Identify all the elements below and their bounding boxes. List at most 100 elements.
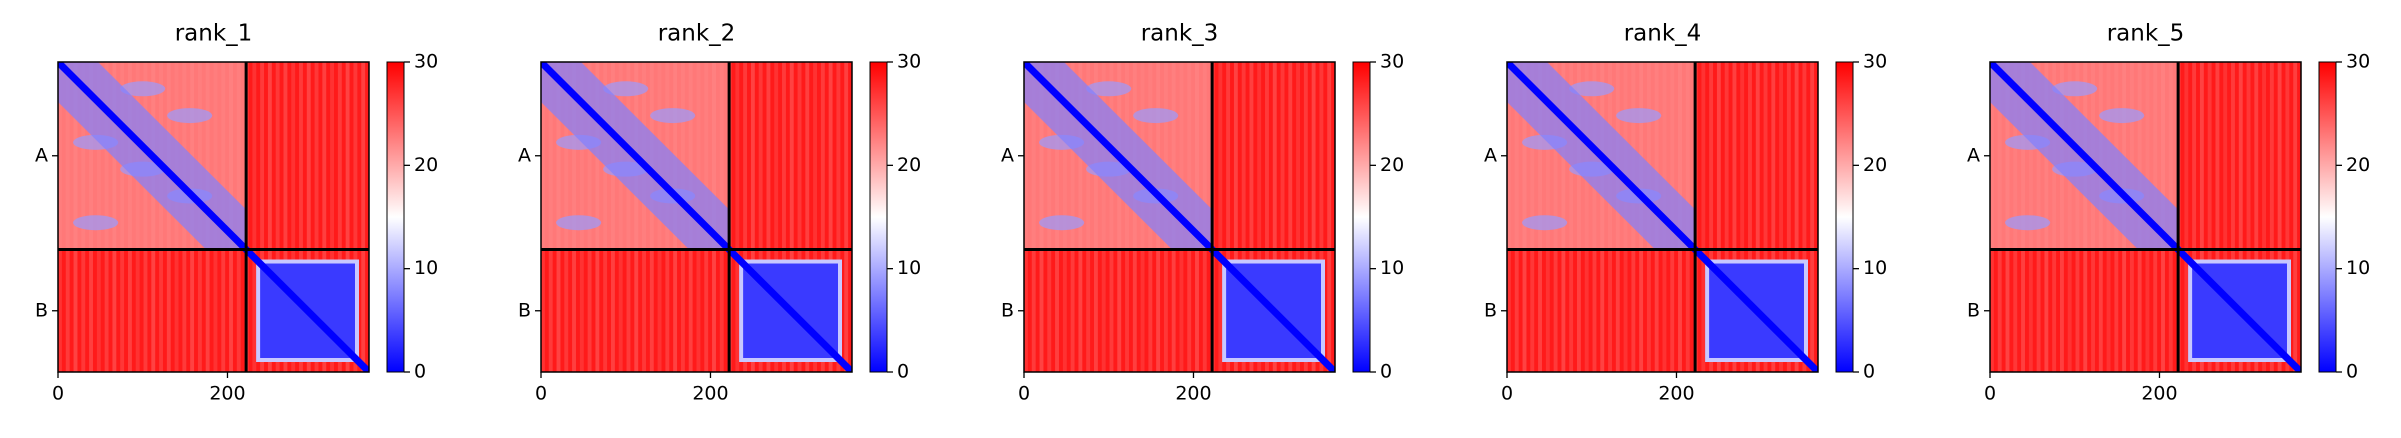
heatmap-texture bbox=[1303, 62, 1308, 372]
heatmap-texture bbox=[650, 108, 696, 124]
colorbar-tick-label: 20 bbox=[1380, 154, 1404, 176]
heatmap-texture bbox=[2223, 62, 2228, 372]
heatmap-texture bbox=[2262, 62, 2267, 372]
heatmap-texture bbox=[2192, 62, 2197, 372]
panel: rank_2 0 200 A B 0 10 20 30 bbox=[518, 21, 921, 405]
heatmap-texture bbox=[283, 62, 288, 372]
y-tick-label: A bbox=[1001, 144, 1014, 166]
axes-frame bbox=[1506, 61, 1819, 373]
heatmap-texture bbox=[2215, 62, 2220, 372]
colorbar-tick-label: 30 bbox=[1380, 51, 1404, 73]
x-tick-label: 200 bbox=[2141, 383, 2177, 405]
heatmap-texture bbox=[1257, 62, 1262, 372]
colorbar-tick-label: 10 bbox=[1380, 257, 1404, 279]
colorbar-tick-label: 10 bbox=[414, 257, 438, 279]
heatmap-texture bbox=[1265, 62, 1269, 372]
heatmap-texture bbox=[1794, 62, 1799, 372]
y-tick-label: B bbox=[35, 299, 48, 321]
heatmap-texture bbox=[820, 62, 825, 372]
heatmap-texture bbox=[813, 62, 818, 372]
heatmap-texture bbox=[743, 62, 748, 372]
colorbar-tick-label: 30 bbox=[414, 51, 438, 73]
heatmap-texture bbox=[299, 62, 303, 372]
heatmap bbox=[1990, 62, 2301, 372]
heatmap-texture bbox=[1740, 62, 1745, 372]
heatmap-texture bbox=[1763, 62, 1768, 372]
heatmap-texture bbox=[267, 62, 272, 372]
colorbar-tick-label: 10 bbox=[897, 257, 921, 279]
heatmap-texture bbox=[167, 108, 213, 124]
heatmap-texture bbox=[337, 62, 342, 372]
heatmap-texture bbox=[735, 62, 740, 372]
heatmap-texture bbox=[805, 62, 810, 372]
x-tick-label: 200 bbox=[692, 383, 728, 405]
heatmap-texture bbox=[1311, 62, 1316, 372]
heatmap-texture bbox=[603, 81, 649, 97]
heatmap-texture bbox=[291, 62, 296, 372]
panel: rank_3 0 200 A B 0 10 20 30 bbox=[1001, 21, 1404, 405]
heatmap-diagonal bbox=[58, 62, 369, 372]
heatmap-texture bbox=[345, 62, 350, 372]
heatmap bbox=[1024, 62, 1335, 372]
heatmap-texture bbox=[844, 62, 849, 372]
panel: rank_1 0 200 A B 0 10 20 30 bbox=[35, 21, 438, 405]
heatmap-texture bbox=[2246, 62, 2251, 372]
heatmap-texture bbox=[758, 62, 763, 372]
heatmap bbox=[58, 62, 369, 372]
heatmap-texture bbox=[1241, 62, 1246, 372]
heatmap-texture bbox=[120, 81, 166, 97]
heatmap-texture bbox=[2052, 81, 2098, 97]
heatmap-texture bbox=[1810, 62, 1815, 372]
x-tick-label: 200 bbox=[209, 383, 245, 405]
heatmap-texture bbox=[2207, 62, 2212, 372]
heatmap-texture bbox=[1755, 62, 1760, 372]
heatmap-texture bbox=[252, 62, 257, 372]
colorbar-tick-label: 10 bbox=[1863, 257, 1887, 279]
colorbar-tick-label: 20 bbox=[897, 154, 921, 176]
heatmap-texture bbox=[2285, 62, 2290, 372]
panel-title: rank_3 bbox=[1141, 21, 1219, 47]
y-tick-label: A bbox=[518, 144, 531, 166]
y-tick-label: A bbox=[1484, 144, 1497, 166]
heatmap-texture bbox=[2238, 62, 2243, 372]
heatmap-texture bbox=[1802, 62, 1807, 372]
heatmap bbox=[541, 62, 852, 372]
heatmap-texture bbox=[2005, 215, 2051, 231]
colorbar-tick-label: 30 bbox=[1863, 51, 1887, 73]
heatmap-texture bbox=[789, 62, 794, 372]
x-tick-label: 0 bbox=[1501, 383, 1513, 405]
x-tick-label: 0 bbox=[1984, 383, 1996, 405]
colorbar bbox=[386, 61, 405, 373]
heatmap-texture bbox=[1233, 62, 1238, 372]
heatmap-texture bbox=[2277, 62, 2282, 372]
heatmap-texture bbox=[1039, 215, 1085, 231]
panel: rank_5 0 200 A B 0 10 20 30 bbox=[1967, 21, 2370, 405]
heatmap-diagonal bbox=[1507, 62, 1818, 372]
axes-frame bbox=[540, 61, 853, 373]
colorbar-tick-label: 0 bbox=[1863, 361, 1875, 383]
heatmap-texture bbox=[2254, 62, 2259, 372]
heatmap-texture bbox=[361, 62, 366, 372]
heatmap-texture bbox=[766, 62, 771, 372]
heatmap-texture bbox=[1569, 81, 1615, 97]
x-tick-label: 0 bbox=[535, 383, 547, 405]
panel: rank_4 0 200 A B 0 10 20 30 bbox=[1484, 21, 1887, 405]
heatmap-texture bbox=[1296, 62, 1301, 372]
heatmap-texture bbox=[1701, 62, 1706, 372]
heatmap-texture bbox=[797, 62, 802, 372]
colorbar bbox=[869, 61, 888, 373]
heatmap-texture bbox=[1327, 62, 1332, 372]
panel-title: rank_2 bbox=[658, 21, 736, 47]
heatmap-texture bbox=[260, 62, 265, 372]
heatmap-texture bbox=[1226, 62, 1231, 372]
heatmap-texture bbox=[322, 62, 327, 372]
heatmap-texture bbox=[774, 62, 779, 372]
heatmap-texture bbox=[1779, 62, 1784, 372]
colorbar-tick-label: 0 bbox=[414, 361, 426, 383]
colorbar-tick-label: 20 bbox=[1863, 154, 1887, 176]
heatmap-texture bbox=[2293, 62, 2298, 372]
heatmap-texture bbox=[1786, 62, 1791, 372]
colorbar-tick-label: 0 bbox=[2346, 361, 2358, 383]
colorbar bbox=[1835, 61, 1854, 373]
heatmap-texture bbox=[556, 215, 602, 231]
